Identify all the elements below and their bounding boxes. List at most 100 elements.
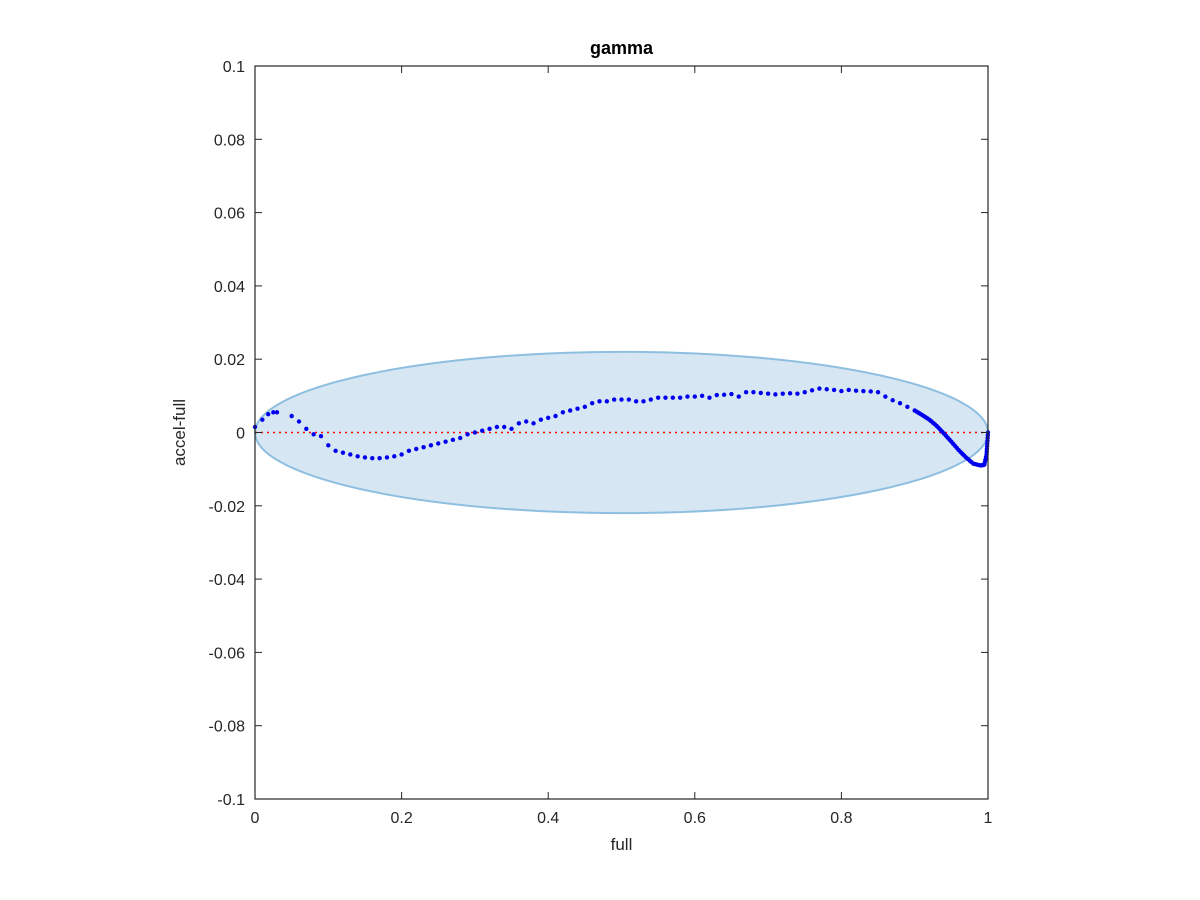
data-point: [421, 444, 426, 450]
y-axis-label: accel-full: [170, 399, 189, 466]
y-tick-label: 0.06: [214, 206, 245, 223]
data-point: [480, 428, 485, 433]
data-point: [780, 391, 785, 396]
data-point: [340, 450, 346, 455]
data-point: [406, 448, 412, 454]
data-point: [619, 397, 624, 402]
data-point: [714, 392, 719, 398]
x-tick-label: 0.2: [390, 810, 412, 827]
data-point: [333, 448, 338, 454]
data-point: [326, 443, 331, 448]
data-point: [436, 441, 441, 446]
data-point: [604, 399, 610, 404]
data-point: [925, 416, 930, 421]
y-tick-label: 0.02: [214, 352, 245, 369]
data-point: [355, 454, 360, 459]
data-point: [377, 455, 382, 461]
data-point: [546, 415, 551, 421]
data-point: [626, 397, 632, 402]
data-point: [509, 426, 514, 432]
data-point: [947, 437, 952, 442]
data-point: [633, 399, 639, 404]
data-point: [917, 411, 923, 417]
data-point: [465, 432, 470, 437]
data-point: [831, 387, 837, 393]
data-point: [524, 419, 529, 424]
data-point: [743, 389, 749, 395]
data-point: [677, 395, 683, 400]
data-point: [296, 419, 302, 424]
x-tick-label: 0.8: [830, 810, 852, 827]
data-point: [663, 395, 668, 400]
data-point: [839, 388, 844, 394]
data-point: [538, 417, 544, 422]
data-point: [707, 395, 712, 400]
data-point: [905, 404, 910, 410]
data-point: [875, 389, 881, 395]
data-point: [597, 399, 602, 404]
x-axis-label: full: [611, 835, 633, 854]
data-point: [984, 444, 990, 449]
data-point: [890, 398, 895, 403]
data-point: [641, 399, 646, 404]
data-point: [567, 408, 573, 413]
data-point: [765, 391, 771, 396]
data-point: [954, 445, 960, 451]
x-tick-label: 0: [251, 810, 260, 827]
x-tick-label: 0.6: [684, 810, 706, 827]
data-point: [516, 421, 522, 426]
data-point: [853, 388, 859, 393]
data-point: [392, 454, 397, 459]
data-point: [846, 387, 851, 393]
data-point: [736, 394, 741, 399]
y-tick-label: 0.08: [214, 132, 245, 149]
data-point: [450, 437, 456, 443]
data-point: [348, 452, 353, 457]
data-point: [932, 422, 938, 427]
data-point: [883, 394, 888, 399]
y-tick-label: -0.06: [209, 645, 246, 662]
data-point: [861, 388, 866, 394]
data-point: [809, 388, 815, 393]
data-point: [787, 391, 793, 396]
data-point: [961, 453, 967, 458]
data-point: [582, 404, 588, 410]
y-tick-label: -0.02: [209, 499, 246, 516]
data-point: [692, 394, 697, 399]
y-tick-label: -0.08: [209, 719, 246, 736]
data-point: [318, 433, 324, 439]
data-point: [751, 389, 756, 395]
data-point: [939, 429, 945, 434]
data-series: [252, 386, 991, 468]
data-point: [983, 454, 989, 460]
data-point: [575, 406, 580, 411]
y-tick-label: 0: [236, 426, 245, 443]
y-tick-label: 0.1: [223, 59, 245, 76]
data-point: [289, 413, 294, 419]
data-point: [472, 430, 478, 435]
data-point: [824, 387, 829, 392]
y-tick-label: -0.1: [217, 792, 245, 809]
data-point: [685, 394, 690, 399]
data-point: [274, 410, 280, 415]
y-tick-label: 0.04: [214, 279, 245, 296]
data-point: [458, 435, 463, 441]
data-point: [817, 386, 822, 391]
data-point: [969, 459, 974, 465]
data-point: [670, 395, 676, 400]
plot-area: 0 0.2 0.4 0.6 0.8 1 -0.1 -0.08 -0.06 -0.04 -0.02 0 0…: [209, 59, 993, 827]
data-point: [560, 410, 566, 415]
data-point: [304, 426, 309, 432]
data-point: [699, 393, 705, 399]
data-point: [729, 391, 734, 397]
x-tick-label: 0.4: [537, 810, 559, 827]
data-point: [758, 390, 763, 396]
data-point: [271, 410, 276, 415]
data-point: [868, 389, 873, 394]
chart-title: gamma: [590, 38, 654, 58]
data-point: [648, 397, 654, 402]
data-point: [428, 443, 434, 448]
x-tick-label: 1: [984, 810, 993, 827]
data-point: [553, 413, 558, 419]
data-point: [655, 395, 661, 400]
